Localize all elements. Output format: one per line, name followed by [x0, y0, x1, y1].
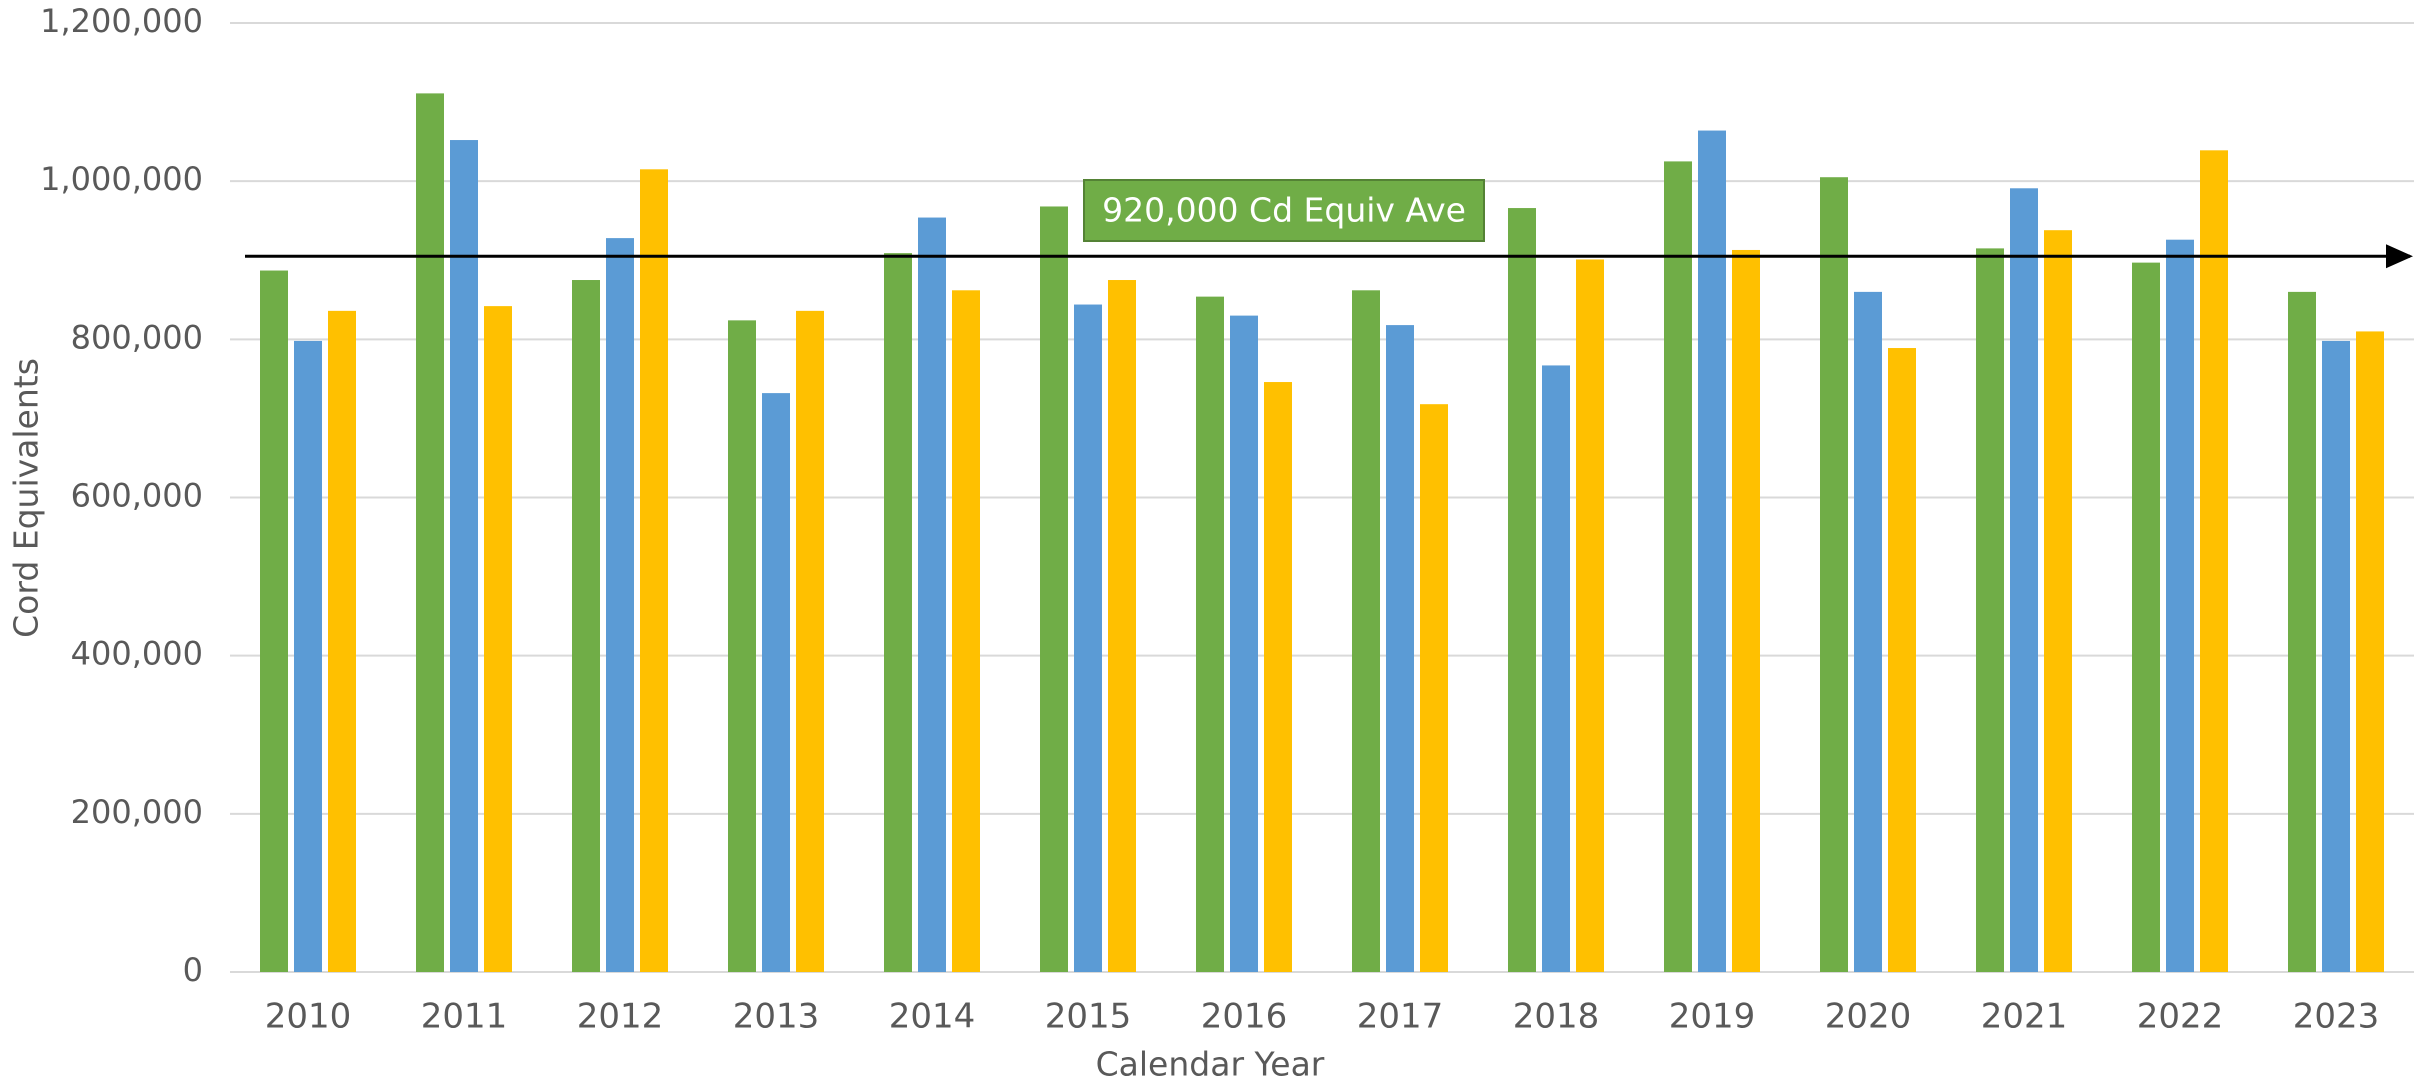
y-tick-label: 400,000 — [71, 635, 203, 673]
y-tick-label: 200,000 — [71, 793, 203, 831]
bar — [796, 310, 824, 972]
y-tick-label: 1,200,000 — [40, 2, 203, 40]
bar — [1074, 304, 1102, 973]
y-axis-label: Cord Equivalents — [7, 358, 46, 638]
x-tick-label: 2014 — [889, 997, 976, 1037]
x-tick-label: 2023 — [2293, 997, 2380, 1037]
x-tick-label: 2013 — [733, 997, 820, 1037]
bar — [606, 238, 634, 972]
y-tick-label: 600,000 — [71, 477, 203, 515]
x-tick-label: 2010 — [265, 997, 352, 1037]
bar — [1664, 161, 1692, 973]
x-tick-label: 2016 — [1201, 997, 1288, 1037]
bar — [640, 169, 668, 972]
bar — [328, 310, 356, 972]
y-tick-label: 0 — [183, 951, 203, 989]
bar — [1888, 348, 1916, 973]
bar — [2322, 340, 2350, 972]
x-tick-label: 2011 — [421, 997, 508, 1037]
annotation-box — [1083, 179, 1485, 242]
bar — [450, 140, 478, 972]
bar — [1854, 291, 1882, 973]
bar — [1196, 296, 1224, 973]
bar — [1386, 325, 1414, 972]
bar — [1230, 315, 1258, 972]
bar — [416, 93, 444, 973]
x-tick-label: 2015 — [1045, 997, 1132, 1037]
bar — [1820, 177, 1848, 972]
bar — [728, 320, 756, 972]
bar — [2200, 150, 2228, 973]
bar — [1108, 280, 1136, 972]
bar — [484, 306, 512, 972]
bar — [1542, 365, 1570, 972]
y-tick-label: 1,000,000 — [40, 160, 203, 198]
bar — [1420, 404, 1448, 973]
bar — [2166, 239, 2194, 972]
bar — [1040, 206, 1068, 972]
x-tick-label: 2021 — [1981, 997, 2068, 1037]
bar — [294, 340, 322, 972]
bar — [1576, 259, 1604, 972]
annotation: 920,000 Cd Equiv Ave — [1102, 191, 1466, 230]
bar — [572, 280, 600, 972]
bar — [2288, 291, 2316, 973]
bar — [1698, 130, 1726, 972]
bar — [2132, 262, 2160, 972]
x-tick-label: 2012 — [577, 997, 664, 1037]
bar — [1508, 208, 1536, 972]
bar — [260, 270, 288, 972]
x-tick-label: 2018 — [1513, 997, 1600, 1037]
bar — [884, 253, 912, 972]
bar — [1732, 249, 1760, 972]
bar — [1976, 248, 2004, 972]
bar — [1352, 290, 1380, 973]
x-tick-label: 2022 — [2137, 997, 2224, 1037]
bar — [1264, 382, 1292, 972]
bar — [2044, 230, 2072, 972]
bar — [762, 393, 790, 972]
y-tick-label: 800,000 — [71, 318, 203, 356]
bar — [2356, 331, 2384, 972]
x-tick-label: 2020 — [1825, 997, 1912, 1037]
x-tick-label: 2019 — [1669, 997, 1756, 1037]
bar — [918, 217, 946, 973]
x-axis-label: Calendar Year — [1096, 1045, 1325, 1082]
x-tick-label: 2017 — [1357, 997, 1444, 1037]
bar — [952, 290, 980, 973]
bar — [2010, 188, 2038, 972]
